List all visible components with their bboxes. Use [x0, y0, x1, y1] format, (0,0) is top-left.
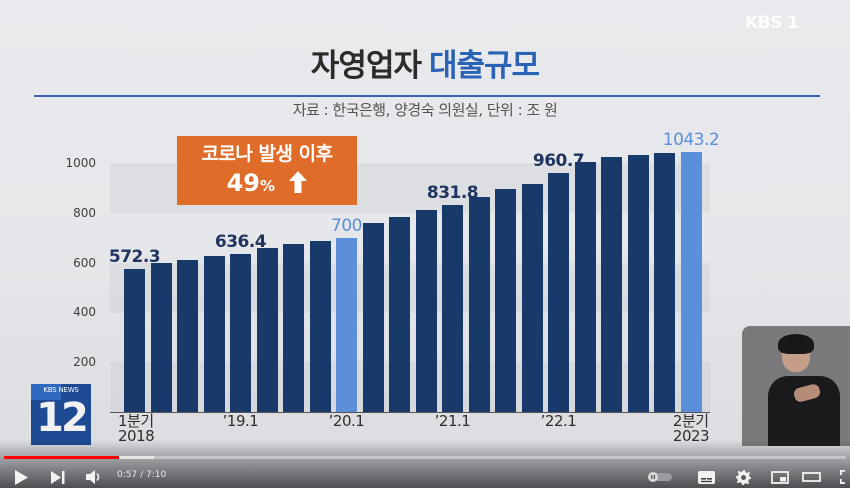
- volume-button[interactable]: [85, 467, 103, 487]
- callout-line1: 코로나 발생 이후: [201, 143, 333, 165]
- kbs-news12-logo: KBS NEWS 12: [31, 384, 91, 445]
- bar-2019Q4: [309, 241, 331, 412]
- title-part2-accent: 대출규모: [429, 48, 540, 84]
- bar-2022Q1: [548, 172, 569, 412]
- bar-2019Q1: [230, 253, 251, 412]
- chart-title: 자영업자 대출규모: [0, 46, 850, 86]
- callout-value: 49%: [177, 168, 357, 201]
- value-label: 1043.2: [662, 130, 720, 151]
- title-divider: [34, 95, 820, 97]
- miniplayer-icon: [771, 470, 789, 484]
- bar-2021Q1: [442, 204, 463, 412]
- fullscreen-icon: [840, 470, 845, 484]
- logo-news-text: KBS NEWS: [43, 386, 79, 394]
- logo-corner: [31, 384, 61, 400]
- gear-icon: [735, 469, 751, 485]
- play-icon: [14, 469, 28, 485]
- volume-icon: [86, 470, 100, 484]
- bar-2021Q4: [521, 184, 543, 412]
- bar-2020Q2: [362, 223, 384, 412]
- bar-2023Q1: [654, 153, 675, 412]
- fullscreen-button[interactable]: [838, 467, 850, 487]
- sign-language-interpreter-inset: [742, 326, 850, 446]
- play-button[interactable]: [12, 467, 30, 487]
- up-arrow-icon: [289, 170, 308, 200]
- bar-2022Q2: [574, 162, 596, 412]
- value-label: 960.7: [532, 150, 585, 171]
- interpreter-hair: [778, 334, 814, 354]
- video-player-controls: 0:57 / 7:10: [0, 440, 850, 488]
- progress-played[interactable]: [4, 456, 119, 459]
- x-axis-line: [110, 412, 710, 413]
- time-display: 0:57 / 7:10: [117, 470, 167, 480]
- bar-2020Q4: [415, 210, 437, 412]
- bar-2022Q3: [601, 157, 622, 412]
- next-icon: [51, 470, 65, 484]
- theater-icon: [801, 472, 821, 482]
- bar-2018Q2: [150, 263, 172, 412]
- x-tick-label: ’22.1: [540, 412, 577, 430]
- x-tick-label: ’20.1: [328, 412, 365, 430]
- kbs1-channel-logo: KBS 1: [745, 13, 799, 33]
- theater-mode-button[interactable]: [800, 467, 822, 487]
- subtitles-button[interactable]: [696, 467, 716, 487]
- autoplay-toggle[interactable]: [647, 467, 673, 487]
- y-tick-label: 200: [73, 355, 96, 370]
- value-label: 700: [331, 215, 362, 236]
- settings-button[interactable]: [733, 467, 753, 487]
- subtitles-icon: [697, 470, 715, 484]
- value-label: 636.4: [214, 231, 267, 252]
- next-button[interactable]: [49, 467, 67, 487]
- bar-2023Q2: [680, 152, 702, 412]
- y-tick-label: 800: [73, 205, 96, 220]
- source-line: 자료 : 한국은행, 양경숙 의원실, 단위 : 조 원: [292, 101, 558, 119]
- y-tick-label: 600: [73, 255, 96, 270]
- bar-2022Q4: [627, 155, 649, 412]
- bar-2020Q1: [336, 237, 357, 412]
- bar-2020Q3: [389, 217, 410, 412]
- callout-percent-value: 49: [226, 169, 260, 197]
- logo-number: 12: [36, 395, 89, 441]
- x-tick-label: ’21.1: [434, 412, 471, 430]
- bar-2021Q2: [468, 197, 490, 412]
- bar-2018Q3: [177, 259, 198, 412]
- covid-callout-box: 코로나 발생 이후 49%: [177, 136, 357, 205]
- value-label: 572.3: [108, 247, 161, 268]
- x-tick-label: 2분기 2023: [672, 412, 710, 445]
- bar-2019Q2: [256, 248, 278, 412]
- x-tick-label: 1분기 2018: [118, 412, 155, 445]
- y-tick-label: 1000: [65, 156, 96, 170]
- bar-2018Q4: [203, 255, 225, 412]
- bar-2019Q3: [283, 244, 304, 412]
- value-label: 831.8: [426, 182, 479, 203]
- miniplayer-button[interactable]: [769, 467, 791, 487]
- callout-percent-unit: %: [260, 177, 276, 195]
- x-tick-label: ’19.1: [222, 412, 259, 430]
- bar-2021Q3: [495, 188, 516, 412]
- y-tick-label: 400: [73, 305, 96, 320]
- autoplay-toggle-icon: [648, 472, 672, 482]
- bar-2018Q1: [124, 269, 145, 412]
- progress-bar[interactable]: [4, 456, 846, 459]
- title-part1: 자영업자: [310, 48, 422, 84]
